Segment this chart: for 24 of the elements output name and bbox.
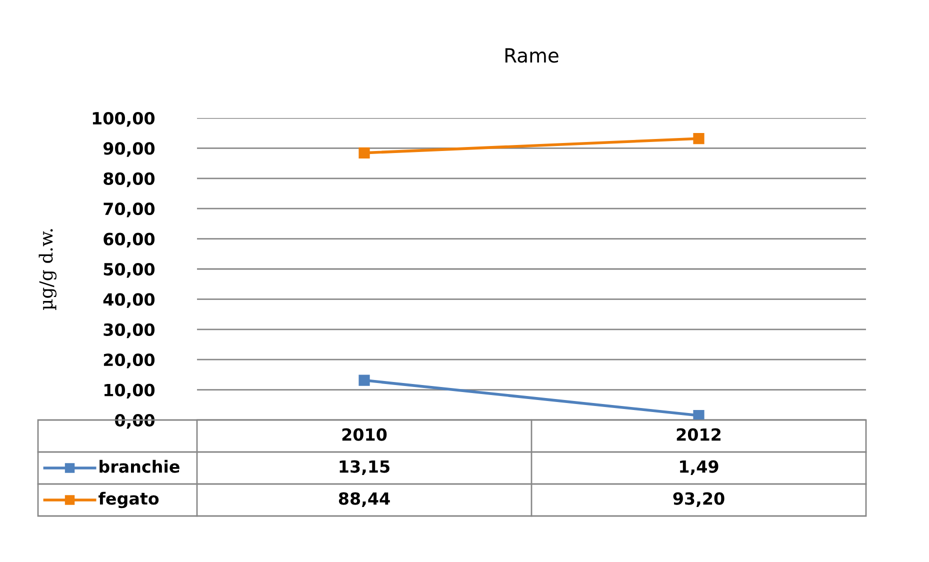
point [358, 374, 370, 386]
y-tick-label: 50,00 [104, 262, 155, 278]
x-tick-label: 2012 [676, 428, 720, 441]
data-label: 1,49 [680, 460, 718, 475]
y-tick-label: 60,00 [104, 232, 155, 248]
data-label: 88,44 [338, 492, 390, 507]
y-tick-label: 70,00 [104, 202, 155, 218]
point [693, 410, 704, 420]
data-label: 93,20 [673, 492, 724, 507]
y-tick-label: 30,00 [104, 323, 155, 338]
legend-label: fegato [98, 492, 159, 508]
point [693, 132, 704, 144]
legend-label: branchie [100, 460, 180, 473]
y-tick-label: 20,00 [104, 354, 155, 368]
x-tick-label: 2010 [342, 428, 387, 441]
y-tick-label: 40,00 [103, 293, 155, 308]
data-label: 13,15 [340, 460, 390, 475]
chart-title: Rame [505, 48, 558, 63]
y-tick-label: 10,00 [104, 384, 155, 398]
point [358, 147, 370, 158]
y-axis-title: µg/g d.w. [38, 229, 57, 310]
y-tick-label: 90,00 [103, 142, 155, 157]
y-tick-label: 80,00 [104, 172, 155, 188]
y-tick-label: 100,00 [92, 112, 155, 127]
